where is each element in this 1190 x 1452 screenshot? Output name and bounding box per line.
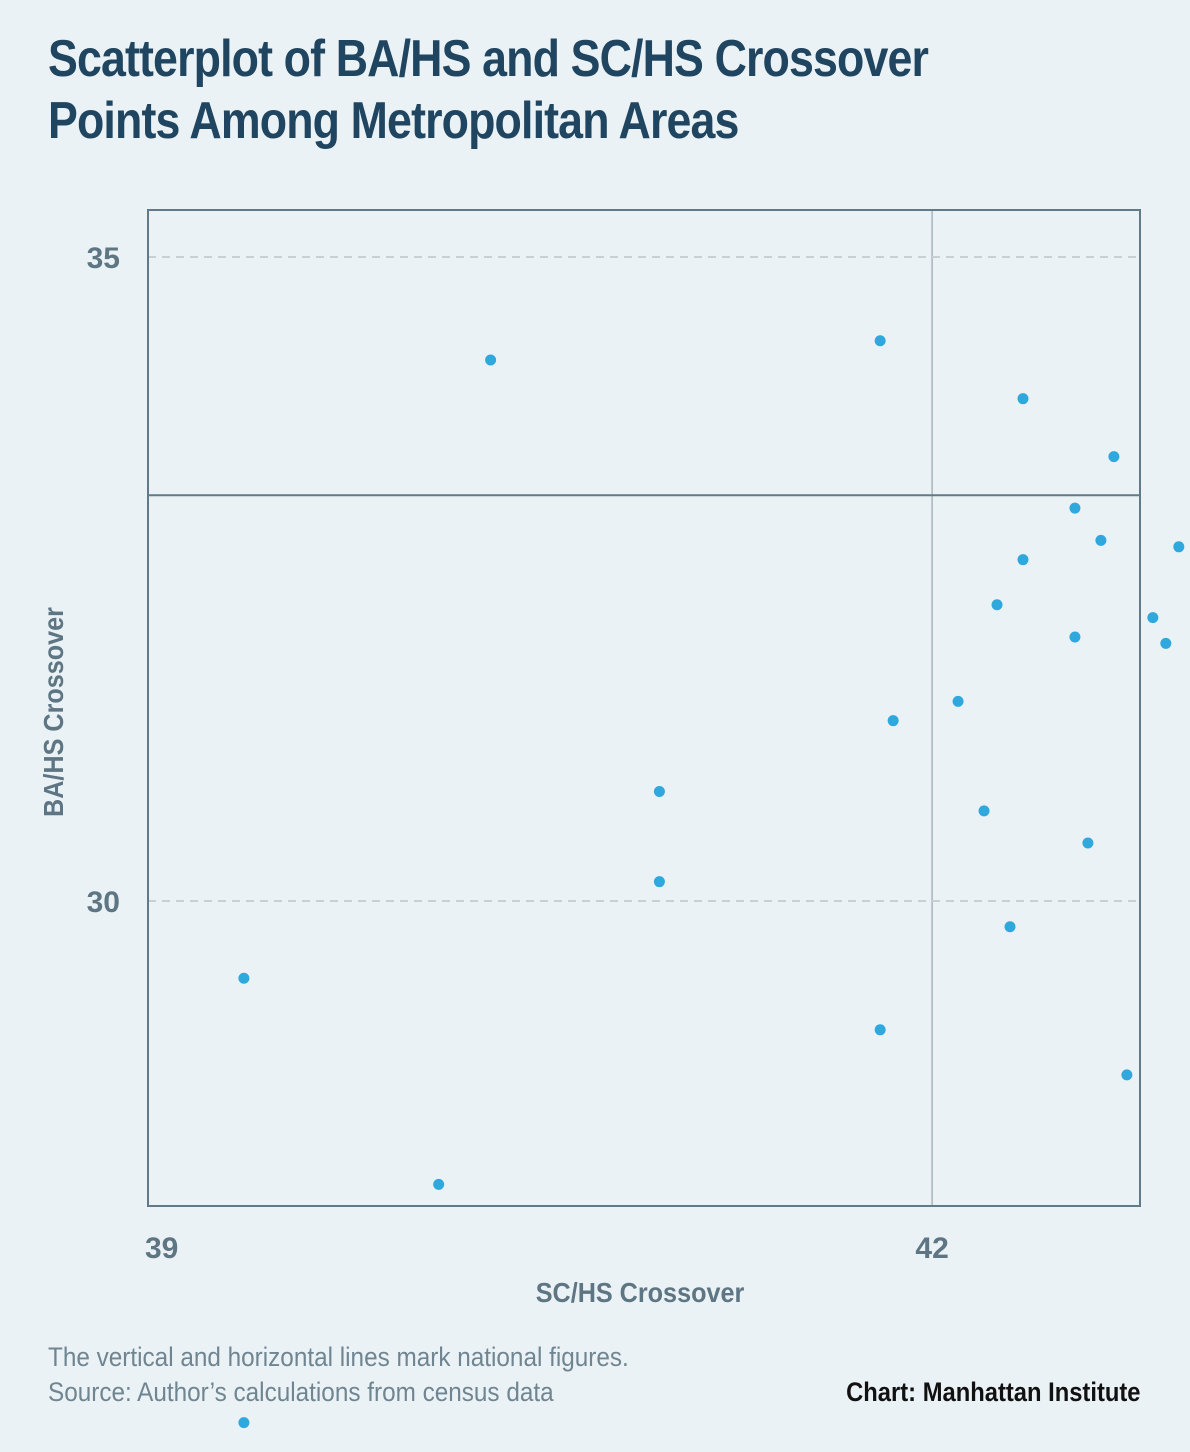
data-point bbox=[1121, 1069, 1133, 1081]
data-point bbox=[1017, 554, 1029, 566]
chart-title-line-2: Points Among Metropolitan Areas bbox=[48, 92, 739, 150]
chart-credit: Chart: Manhattan Institute bbox=[845, 1377, 1140, 1407]
tick-labels: 39424548303540 bbox=[87, 242, 949, 1265]
data-points bbox=[238, 335, 1185, 1429]
data-point bbox=[952, 695, 964, 707]
data-point bbox=[1160, 637, 1172, 649]
data-point bbox=[1095, 534, 1107, 546]
data-point bbox=[238, 1417, 250, 1429]
data-point bbox=[485, 354, 497, 366]
data-point bbox=[1082, 837, 1094, 849]
data-point bbox=[1173, 541, 1185, 553]
data-point bbox=[1017, 393, 1029, 405]
footnote-block: The vertical and horizontal lines mark n… bbox=[48, 1340, 629, 1410]
y-tick-label: 30 bbox=[87, 886, 120, 919]
data-point bbox=[433, 1178, 445, 1190]
data-point bbox=[238, 972, 250, 984]
data-point bbox=[1108, 451, 1120, 463]
data-point bbox=[1004, 921, 1016, 933]
x-axis-label: SC/HS Crossover bbox=[536, 1277, 745, 1309]
data-point bbox=[887, 715, 899, 727]
chart-title-line-1: Scatterplot of BA/HS and SC/HS Crossover bbox=[48, 30, 929, 88]
source-text: Source: Author’s calculations from censu… bbox=[48, 1377, 554, 1407]
y-tick-label: 35 bbox=[87, 242, 120, 275]
plot-frame bbox=[147, 209, 1141, 1207]
footnote-text: The vertical and horizontal lines mark n… bbox=[48, 1342, 629, 1372]
data-point bbox=[1069, 631, 1081, 643]
x-tick-label: 42 bbox=[915, 1232, 948, 1265]
data-point bbox=[874, 1024, 886, 1036]
data-point bbox=[1147, 612, 1159, 624]
data-point bbox=[874, 335, 886, 347]
data-point bbox=[978, 805, 990, 817]
chart-title: Scatterplot of BA/HS and SC/HS Crossover… bbox=[48, 28, 1003, 152]
grid-layer bbox=[148, 210, 1140, 1206]
x-tick-label: 39 bbox=[145, 1232, 178, 1265]
y-axis-label: BA/HS Crossover bbox=[38, 607, 70, 817]
data-point bbox=[653, 876, 665, 888]
data-point bbox=[991, 599, 1003, 611]
data-point bbox=[653, 786, 665, 798]
data-point bbox=[1069, 502, 1081, 514]
